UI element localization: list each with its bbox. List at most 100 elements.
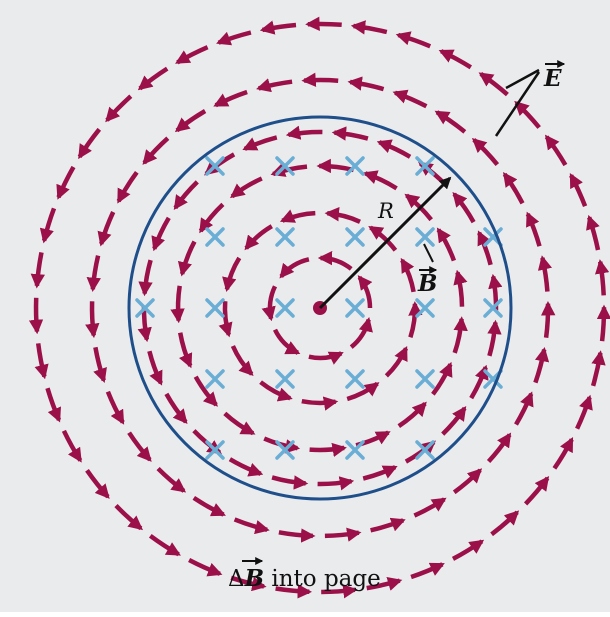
radius-label: R: [377, 199, 394, 223]
field-line-arrow: [301, 72, 339, 87]
e-field-label: E: [543, 65, 562, 92]
field-line-arrow: [173, 180, 199, 211]
field-line-arrow: [174, 109, 207, 133]
electric-field-lines: [28, 16, 610, 599]
b-field-cross: [135, 298, 155, 318]
field-line-arrow: [395, 31, 432, 49]
field-line-arrow: [170, 285, 185, 324]
b-field-cross: [205, 156, 225, 176]
field-line-arrow: [541, 301, 556, 338]
field-line-arrow: [272, 328, 301, 355]
b-field-cross: [345, 156, 365, 176]
field-line-arrow: [575, 394, 593, 430]
b-field-cross: [483, 298, 503, 318]
radius-arrow: [318, 176, 452, 310]
field-line-arrow: [324, 207, 361, 224]
field-line-arrow: [271, 475, 309, 490]
field-line-arrow: [151, 216, 171, 252]
field-line-arrow: [279, 209, 316, 223]
b-field-cross: [275, 298, 295, 318]
b-field-label: B: [417, 270, 437, 297]
field-line-arrow: [301, 396, 339, 411]
field-line-arrow: [177, 332, 193, 369]
b-field-cross: [205, 227, 225, 247]
field-line-arrow: [362, 465, 398, 481]
caption-symbol: B: [244, 565, 264, 592]
b-field-cross: [415, 227, 435, 247]
field-line-arrow: [177, 240, 197, 277]
field-line-arrow: [469, 364, 489, 400]
field-line-arrow: [228, 457, 264, 477]
field-line-arrow: [34, 343, 49, 380]
field-line-arrow: [244, 224, 273, 251]
field-line-arrow: [533, 346, 550, 384]
b-field-cross: [345, 298, 365, 318]
field-line-arrow: [408, 301, 423, 338]
b-field-cross: [275, 369, 295, 389]
field-line-arrow: [594, 259, 610, 296]
field-line-arrow: [305, 16, 342, 31]
field-line-arrow: [193, 375, 218, 407]
b-field-cross: [415, 298, 435, 318]
field-line-arrow: [471, 137, 500, 167]
field-line-arrow: [233, 517, 270, 535]
field-line-arrow: [259, 20, 297, 35]
field-line-arrow: [434, 110, 467, 134]
magnetic-field-crosses: [135, 156, 503, 460]
field-line-arrow: [486, 432, 512, 464]
b-field-cross: [415, 156, 435, 176]
field-line-arrow: [349, 316, 373, 349]
field-line-arrow: [490, 510, 520, 537]
b-field-cross: [275, 227, 295, 247]
field-line-arrow: [137, 66, 169, 91]
field-line-arrow: [116, 170, 139, 204]
field-line-arrow: [309, 442, 347, 457]
field-line-arrow: [523, 475, 550, 506]
field-line-arrow: [452, 316, 468, 354]
field-line-arrow: [30, 251, 45, 289]
field-line-arrow: [502, 172, 525, 205]
field-line-arrow: [127, 431, 152, 462]
field-line-arrow: [438, 49, 472, 70]
b-field-cross: [345, 227, 365, 247]
field-line-arrow: [487, 319, 502, 357]
field-line-arrow: [222, 256, 242, 292]
field-line-arrow: [321, 584, 358, 599]
field-line-arrow: [142, 136, 170, 165]
field-line-arrow: [192, 496, 226, 517]
field-line-arrow: [514, 100, 541, 129]
b-field-cross: [415, 369, 435, 389]
field-line-arrow: [331, 126, 369, 141]
field-line-arrow: [93, 346, 107, 383]
field-line-arrow: [384, 345, 409, 378]
field-line-arrow: [216, 30, 252, 46]
b-label-leader: [423, 243, 434, 263]
field-line-arrow: [452, 468, 483, 495]
field-line-arrow: [229, 176, 263, 199]
caption-text: into page: [264, 566, 381, 592]
field-line-arrow: [413, 497, 447, 518]
field-line-arrow: [410, 562, 445, 580]
b-field-cross: [275, 156, 295, 176]
field-line-arrow: [230, 345, 254, 377]
field-line-arrow: [188, 558, 223, 577]
field-line-arrow: [230, 575, 267, 592]
field-region-boundary: [127, 115, 513, 501]
field-line-arrow: [346, 381, 380, 402]
b-field-cross: [205, 369, 225, 389]
b-field-cross: [345, 369, 365, 389]
field-line-arrow: [114, 504, 143, 531]
field-line-arrow: [355, 430, 391, 448]
field-line-arrow: [436, 227, 457, 262]
field-line-arrow: [552, 437, 574, 470]
field-line-arrow: [85, 301, 100, 339]
field-line-arrow: [138, 259, 153, 297]
field-line-arrow: [285, 125, 323, 140]
field-line-arrow: [596, 304, 610, 342]
field-line-arrow: [279, 257, 310, 279]
field-line-arrow: [451, 539, 485, 561]
field-line-arrow: [357, 275, 373, 309]
field-line-arrow: [278, 528, 316, 543]
